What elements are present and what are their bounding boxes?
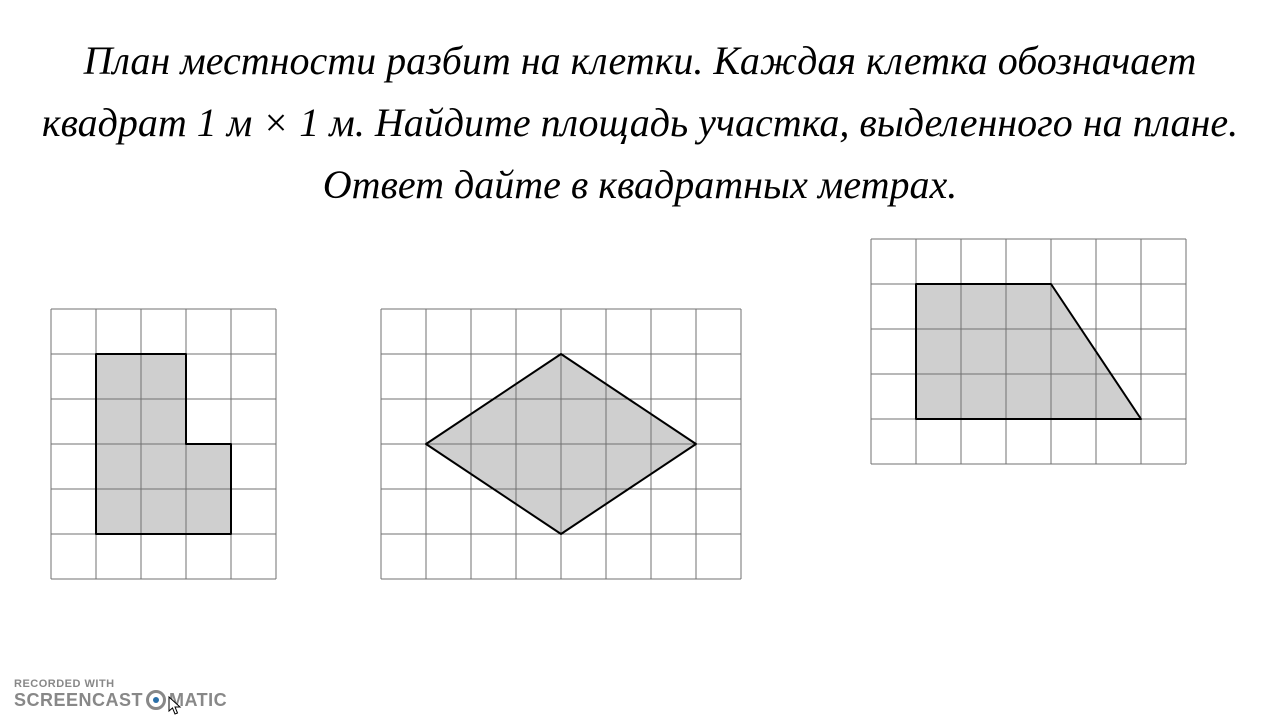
- figure-1: [50, 308, 277, 580]
- figures-area: [0, 230, 1280, 610]
- watermark-line1: RECORDED WITH: [14, 679, 227, 690]
- watermark: RECORDED WITH SCREENCAST MATIC: [14, 679, 227, 710]
- watermark-brand-left: SCREENCAST: [14, 691, 143, 709]
- watermark-brand: SCREENCAST MATIC: [14, 690, 227, 710]
- watermark-logo-icon: [146, 690, 166, 710]
- figure-3: [870, 238, 1187, 465]
- figure-2: [380, 308, 742, 580]
- cursor-icon: [168, 696, 182, 716]
- problem-text: План местности разбит на клетки. Каждая …: [40, 30, 1240, 216]
